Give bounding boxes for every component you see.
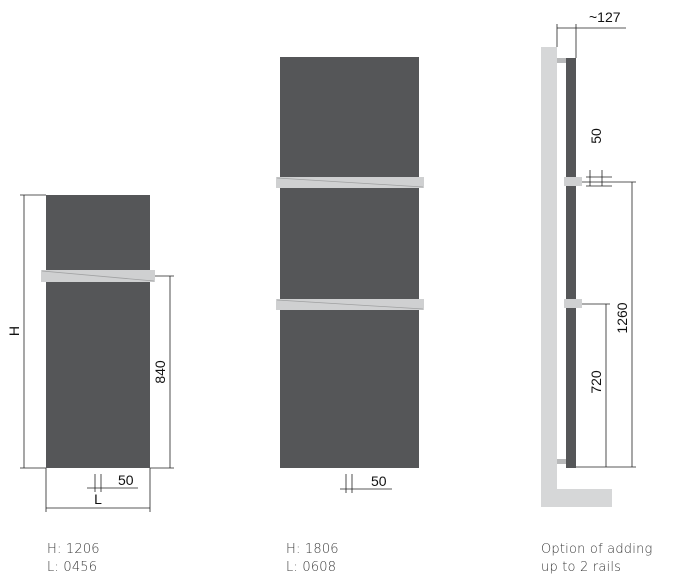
depth-label: ~127 <box>589 9 621 25</box>
large-radiator: 50 <box>276 57 424 493</box>
depth-dimension <box>557 24 626 58</box>
top-gap-dimension <box>586 170 612 186</box>
width-label: L <box>94 491 102 507</box>
bottom-standoff <box>557 459 566 464</box>
rail-offset-label: 50 <box>118 472 134 488</box>
rail-height-label: 840 <box>152 360 168 384</box>
large-radiator-caption: H: 1806 L: 0608 <box>286 541 339 577</box>
side-view-caption-line2: up to 2 rails <box>541 559 653 577</box>
height-dimension <box>20 195 46 468</box>
upper-rail-height-label: 1260 <box>614 302 630 333</box>
side-view-caption-line1: Option of adding <box>541 541 653 559</box>
side-rail-lower <box>564 299 582 308</box>
large-radiator-height: H: 1806 <box>286 541 339 559</box>
small-radiator-caption: H: 1206 L: 0456 <box>47 541 100 577</box>
side-panel <box>566 58 576 468</box>
small-radiator: H 840 L 50 <box>6 195 174 512</box>
top-standoff <box>557 58 566 63</box>
side-view-caption: Option of adding up to 2 rails <box>541 541 653 577</box>
large-radiator-width: L: 0608 <box>286 559 339 577</box>
large-radiator-panel <box>280 57 419 468</box>
small-radiator-width: L: 0456 <box>47 559 100 577</box>
height-label: H <box>6 326 22 336</box>
small-radiator-height: H: 1206 <box>47 541 100 559</box>
side-rail-upper <box>564 177 582 186</box>
side-view: ~127 50 1260 720 <box>541 9 636 507</box>
large-rail-offset-label: 50 <box>371 473 387 489</box>
top-gap-label: 50 <box>588 128 604 144</box>
wall-bracket <box>541 47 612 507</box>
small-radiator-panel <box>46 195 150 468</box>
lower-rail-height-label: 720 <box>588 370 604 394</box>
